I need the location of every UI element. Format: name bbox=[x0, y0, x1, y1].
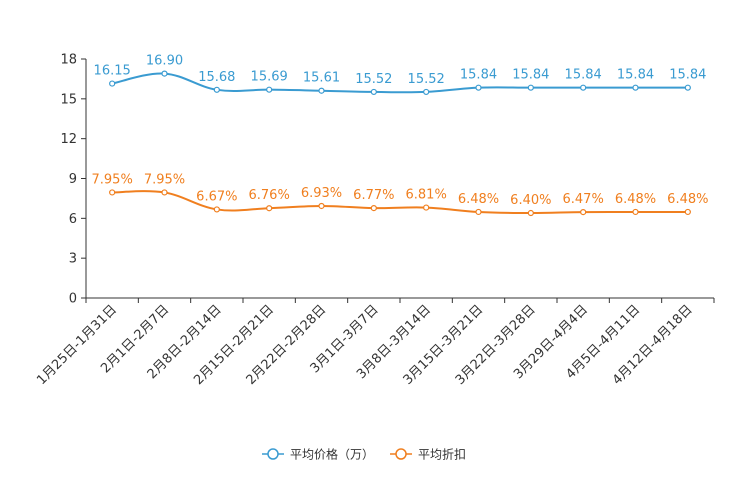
data-point[interactable] bbox=[213, 206, 220, 213]
data-label: 6.93% bbox=[301, 186, 342, 201]
legend-marker-icon bbox=[395, 448, 407, 460]
series-1: 16.15 16.90 15.68 15.69 15.61 15.52 15.52 15.84… bbox=[94, 54, 706, 96]
y-tick-label: 15 bbox=[60, 92, 77, 107]
y-tick-label: 9 bbox=[69, 172, 77, 187]
axes: 03691215181月25日-1月31日2月1日-2月7日2月8日-2月14日… bbox=[34, 53, 715, 388]
data-label: 15.52 bbox=[355, 72, 392, 87]
data-label: 15.61 bbox=[303, 71, 340, 86]
data-point[interactable] bbox=[318, 202, 325, 210]
data-point[interactable] bbox=[109, 189, 116, 196]
data-point[interactable] bbox=[684, 84, 691, 91]
data-point[interactable] bbox=[423, 88, 430, 96]
y-tick-label: 12 bbox=[60, 132, 77, 147]
series-line bbox=[112, 190, 688, 215]
data-label: 6.48% bbox=[667, 192, 708, 207]
data-point[interactable] bbox=[580, 208, 587, 216]
data-label: 6.76% bbox=[249, 188, 290, 203]
data-label: 15.84 bbox=[669, 68, 706, 83]
data-point[interactable] bbox=[632, 84, 639, 91]
data-point[interactable] bbox=[632, 208, 639, 216]
data-point[interactable] bbox=[213, 86, 220, 93]
data-label: 15.84 bbox=[460, 68, 497, 83]
y-tick-label: 0 bbox=[69, 292, 77, 307]
y-tick-label: 6 bbox=[69, 212, 77, 227]
legend-item-1[interactable]: 平均价格（万） bbox=[262, 447, 374, 462]
legend-marker-icon bbox=[267, 448, 279, 460]
data-point[interactable] bbox=[684, 208, 691, 216]
data-point[interactable] bbox=[370, 205, 377, 212]
data-label: 6.40% bbox=[510, 193, 551, 208]
legend-label: 平均价格（万） bbox=[290, 447, 374, 462]
data-point[interactable] bbox=[266, 205, 273, 212]
data-label: 6.67% bbox=[196, 189, 237, 204]
data-label: 15.52 bbox=[408, 72, 445, 87]
legend-label: 平均折扣 bbox=[418, 447, 466, 462]
y-tick-label: 3 bbox=[69, 252, 77, 267]
data-point[interactable] bbox=[318, 87, 325, 94]
data-point[interactable] bbox=[266, 86, 273, 93]
y-tick-label: 18 bbox=[60, 53, 77, 68]
data-point[interactable] bbox=[580, 84, 587, 91]
data-label: 16.15 bbox=[94, 64, 131, 79]
series-2: 7.95% 7.95% 6.67% 6.76% 6.93% 6.77% 6.81% 6.48%… bbox=[92, 172, 708, 217]
data-point[interactable] bbox=[109, 80, 116, 87]
data-label: 7.95% bbox=[144, 172, 185, 187]
data-point[interactable] bbox=[161, 70, 168, 77]
data-label: 15.69 bbox=[251, 70, 288, 85]
data-label: 15.84 bbox=[565, 68, 602, 83]
series-line bbox=[111, 72, 688, 94]
data-point[interactable] bbox=[527, 209, 534, 217]
data-point[interactable] bbox=[370, 88, 377, 96]
data-label: 6.47% bbox=[563, 192, 604, 207]
data-point[interactable] bbox=[527, 84, 534, 91]
data-point[interactable] bbox=[475, 84, 482, 91]
data-point[interactable] bbox=[475, 208, 482, 216]
data-label: 6.81% bbox=[406, 188, 447, 203]
data-point[interactable] bbox=[423, 204, 430, 211]
data-label: 15.68 bbox=[198, 70, 235, 85]
data-label: 6.48% bbox=[458, 192, 499, 207]
series-layer: 16.15 16.90 15.68 15.69 15.61 15.52 15.52 15.84… bbox=[92, 54, 708, 217]
data-label: 15.84 bbox=[617, 68, 654, 83]
data-label: 6.77% bbox=[353, 188, 394, 203]
data-point[interactable] bbox=[161, 189, 168, 196]
data-label: 15.84 bbox=[512, 68, 549, 83]
legend: 平均价格（万） 平均折扣 bbox=[262, 447, 466, 462]
data-label: 7.95% bbox=[92, 172, 133, 187]
legend-item-2[interactable]: 平均折扣 bbox=[390, 447, 466, 462]
data-label: 6.48% bbox=[615, 192, 656, 207]
data-label: 16.90 bbox=[146, 54, 183, 69]
